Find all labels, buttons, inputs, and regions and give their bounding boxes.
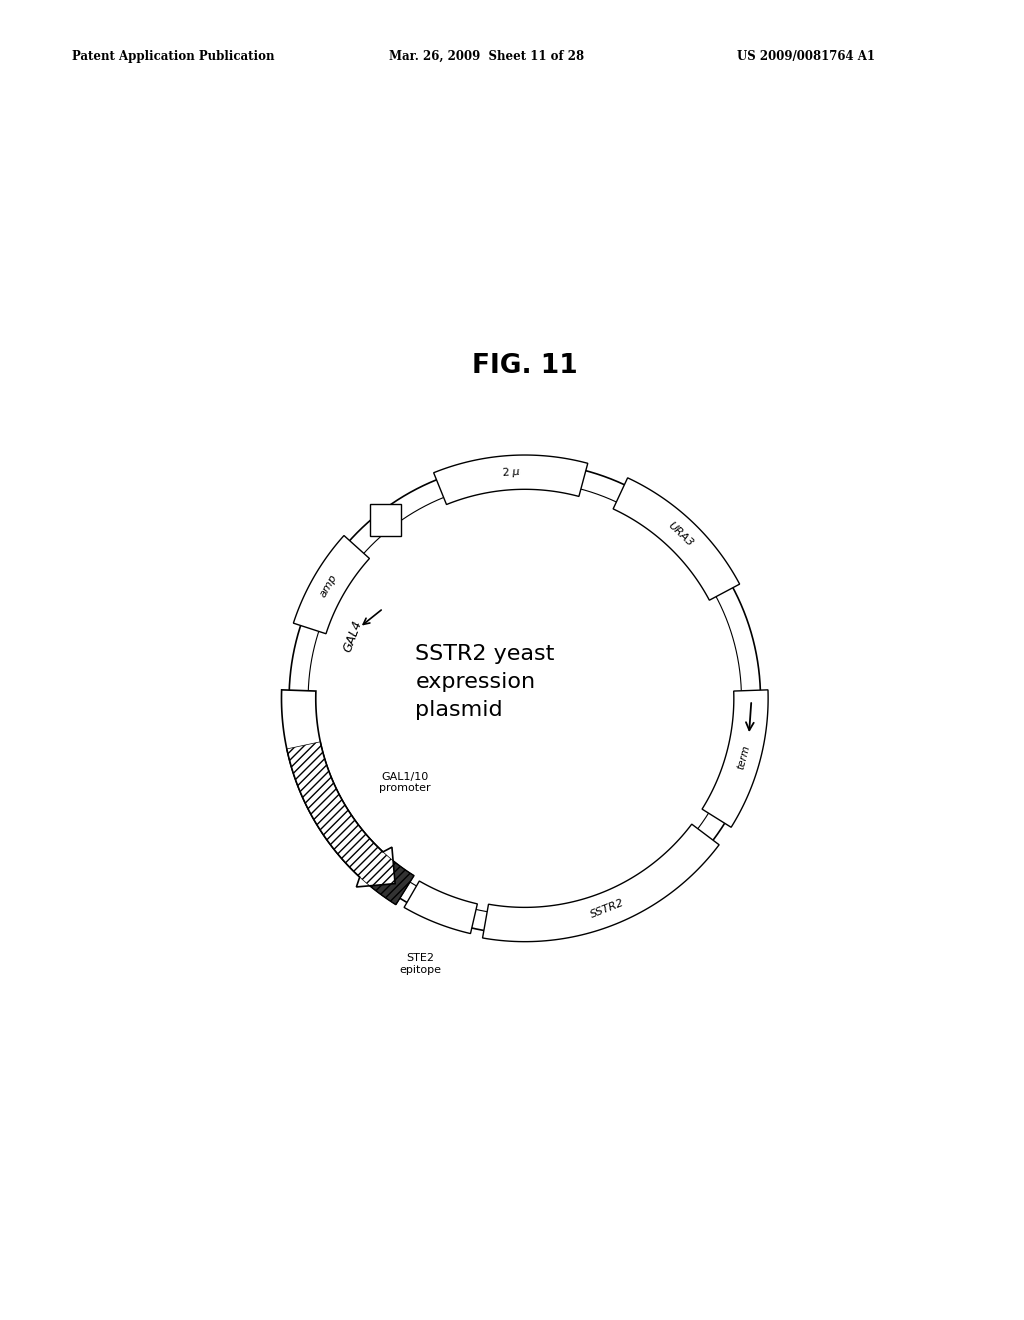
Text: STE2
epitope: STE2 epitope <box>399 953 441 975</box>
Polygon shape <box>287 742 414 904</box>
Text: US 2009/0081764 A1: US 2009/0081764 A1 <box>737 50 876 63</box>
Polygon shape <box>613 478 739 601</box>
Polygon shape <box>370 504 401 536</box>
Text: Mar. 26, 2009  Sheet 11 of 28: Mar. 26, 2009 Sheet 11 of 28 <box>389 50 585 63</box>
Text: URA3: URA3 <box>666 520 695 548</box>
Text: SSTR2 yeast
expression
plasmid: SSTR2 yeast expression plasmid <box>416 644 555 721</box>
Text: amp: amp <box>318 572 340 598</box>
Polygon shape <box>404 880 477 933</box>
Polygon shape <box>282 690 395 887</box>
Text: GAL1/10
promoter: GAL1/10 promoter <box>379 772 430 793</box>
Text: term: term <box>735 743 752 770</box>
Polygon shape <box>482 824 719 941</box>
Text: FIG. 11: FIG. 11 <box>472 354 578 379</box>
Polygon shape <box>433 455 588 504</box>
Text: 2 $\mu$: 2 $\mu$ <box>501 465 521 480</box>
Text: GAL4: GAL4 <box>342 618 365 653</box>
Polygon shape <box>294 536 370 634</box>
Text: SSTR2: SSTR2 <box>590 898 626 920</box>
Polygon shape <box>702 690 768 828</box>
Text: Patent Application Publication: Patent Application Publication <box>72 50 274 63</box>
